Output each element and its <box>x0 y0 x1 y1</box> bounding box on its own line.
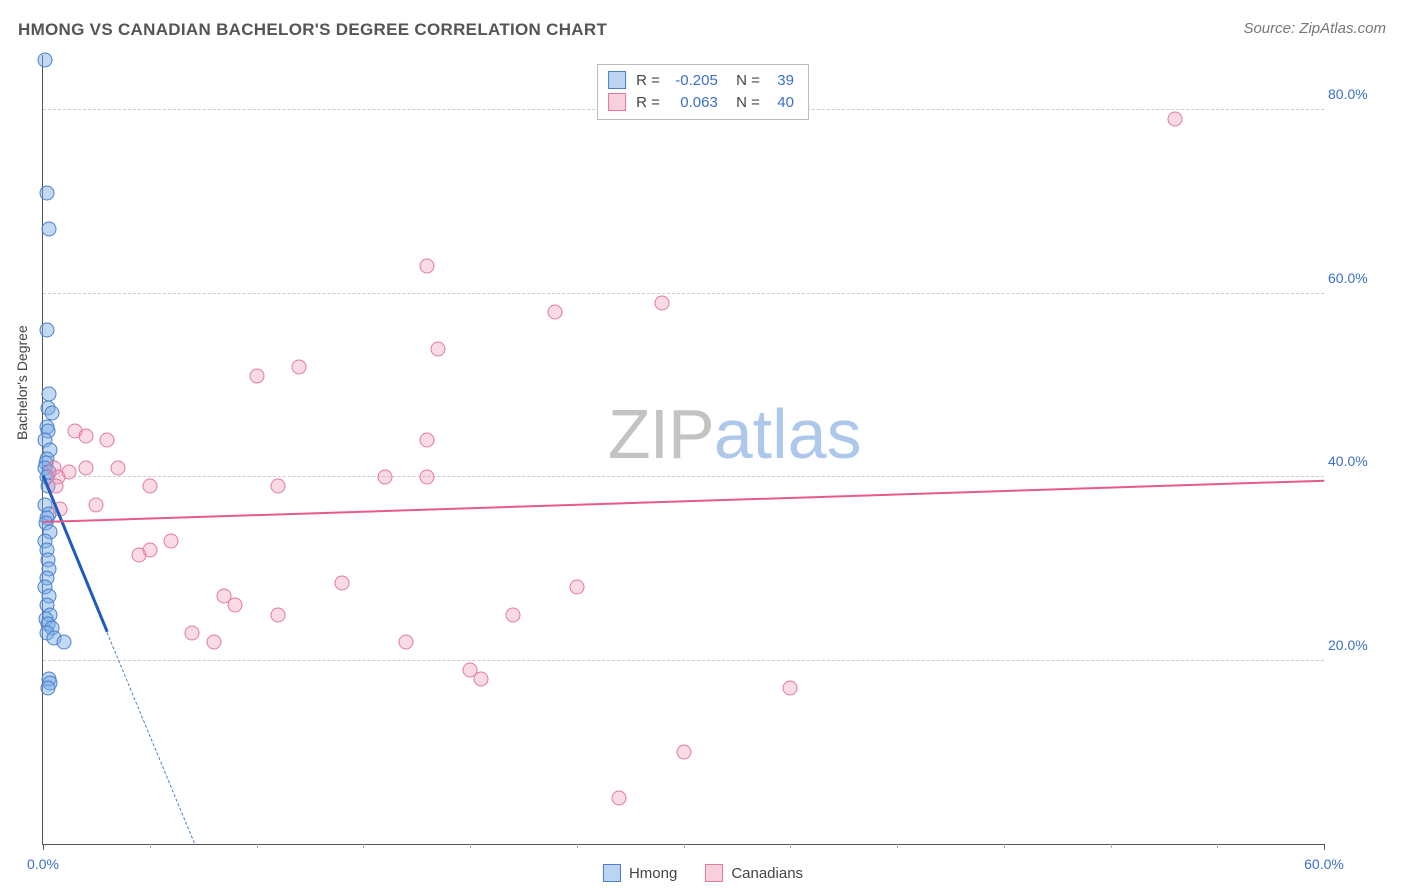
scatter-point <box>78 428 93 443</box>
scatter-point <box>334 575 349 590</box>
chart-container: HMONG VS CANADIAN BACHELOR'S DEGREE CORR… <box>0 0 1406 892</box>
x-tick-label: 0.0% <box>27 856 59 872</box>
r-label: R = <box>636 72 660 89</box>
scatter-point <box>398 635 413 650</box>
scatter-point <box>505 607 520 622</box>
scatter-point <box>44 405 59 420</box>
scatter-point <box>164 534 179 549</box>
scatter-point <box>655 295 670 310</box>
scatter-point <box>57 635 72 650</box>
x-tick-minor <box>150 844 151 848</box>
legend-label-canadians: Canadians <box>731 865 803 882</box>
x-tick-minor <box>577 844 578 848</box>
scatter-point <box>270 607 285 622</box>
r-label: R = <box>636 94 660 111</box>
x-tick-minor <box>1004 844 1005 848</box>
x-tick-minor <box>470 844 471 848</box>
x-tick-minor <box>257 844 258 848</box>
scatter-point <box>783 681 798 696</box>
scatter-point <box>270 479 285 494</box>
legend-item-canadians: Canadians <box>705 864 803 882</box>
x-tick-minor <box>1217 844 1218 848</box>
x-tick-label: 60.0% <box>1304 856 1344 872</box>
scatter-point <box>132 548 147 563</box>
scatter-point <box>473 671 488 686</box>
scatter-point <box>1167 112 1182 127</box>
scatter-point <box>61 465 76 480</box>
watermark: ZIPatlas <box>608 394 862 474</box>
chart-title: HMONG VS CANADIAN BACHELOR'S DEGREE CORR… <box>18 20 607 40</box>
scatter-point <box>40 323 55 338</box>
scatter-point <box>206 635 221 650</box>
y-tick-label: 40.0% <box>1328 453 1380 469</box>
swatch-blue-icon <box>608 71 626 89</box>
x-tick-minor <box>684 844 685 848</box>
swatch-pink-icon <box>608 93 626 111</box>
scatter-point <box>676 745 691 760</box>
scatter-point <box>185 626 200 641</box>
x-tick-minor <box>790 844 791 848</box>
scatter-point <box>228 598 243 613</box>
gridline <box>43 476 1324 477</box>
scatter-point <box>40 185 55 200</box>
legend-label-hmong: Hmong <box>629 865 677 882</box>
scatter-point <box>430 341 445 356</box>
x-tick-minor <box>363 844 364 848</box>
n-label: N = <box>728 72 760 89</box>
corr-row-blue: R = -0.205 N = 39 <box>608 69 794 91</box>
n-label: N = <box>728 94 760 111</box>
x-tick-minor <box>897 844 898 848</box>
scatter-point <box>292 359 307 374</box>
scatter-point <box>89 497 104 512</box>
scatter-point <box>110 460 125 475</box>
source-credit: Source: ZipAtlas.com <box>1243 20 1386 37</box>
x-tick-major <box>1324 844 1325 850</box>
gridline <box>43 660 1324 661</box>
legend: Hmong Canadians <box>603 864 803 882</box>
x-tick-minor <box>1111 844 1112 848</box>
legend-item-hmong: Hmong <box>603 864 677 882</box>
scatter-point <box>100 433 115 448</box>
scatter-point <box>142 479 157 494</box>
scatter-point <box>41 681 56 696</box>
scatter-point <box>612 791 627 806</box>
scatter-point <box>42 387 57 402</box>
regression-line <box>43 479 1324 522</box>
correlation-box: R = -0.205 N = 39 R = 0.063 N = 40 <box>597 64 809 120</box>
scatter-point <box>249 369 264 384</box>
scatter-point <box>420 470 435 485</box>
corr-row-pink: R = 0.063 N = 40 <box>608 91 794 113</box>
y-tick-label: 20.0% <box>1328 637 1380 653</box>
swatch-pink-icon <box>705 864 723 882</box>
scatter-point <box>420 433 435 448</box>
scatter-point <box>569 580 584 595</box>
gridline <box>43 293 1324 294</box>
x-tick-major <box>43 844 44 850</box>
r-value-pink: 0.063 <box>670 94 718 111</box>
y-axis-label: Bachelor's Degree <box>14 325 30 440</box>
scatter-point <box>42 222 57 237</box>
y-tick-label: 60.0% <box>1328 270 1380 286</box>
n-value-blue: 39 <box>770 72 794 89</box>
scatter-point <box>377 470 392 485</box>
scatter-point <box>78 460 93 475</box>
y-tick-label: 80.0% <box>1328 86 1380 102</box>
scatter-point <box>420 259 435 274</box>
scatter-point <box>38 52 53 67</box>
swatch-blue-icon <box>603 864 621 882</box>
regression-extension <box>107 632 195 843</box>
scatter-point <box>548 304 563 319</box>
r-value-blue: -0.205 <box>670 72 718 89</box>
plot-area: ZIPatlas 20.0%40.0%60.0%80.0%0.0%60.0% <box>42 55 1324 845</box>
watermark-zip: ZIP <box>608 395 714 473</box>
n-value-pink: 40 <box>770 94 794 111</box>
watermark-atlas: atlas <box>714 395 862 473</box>
